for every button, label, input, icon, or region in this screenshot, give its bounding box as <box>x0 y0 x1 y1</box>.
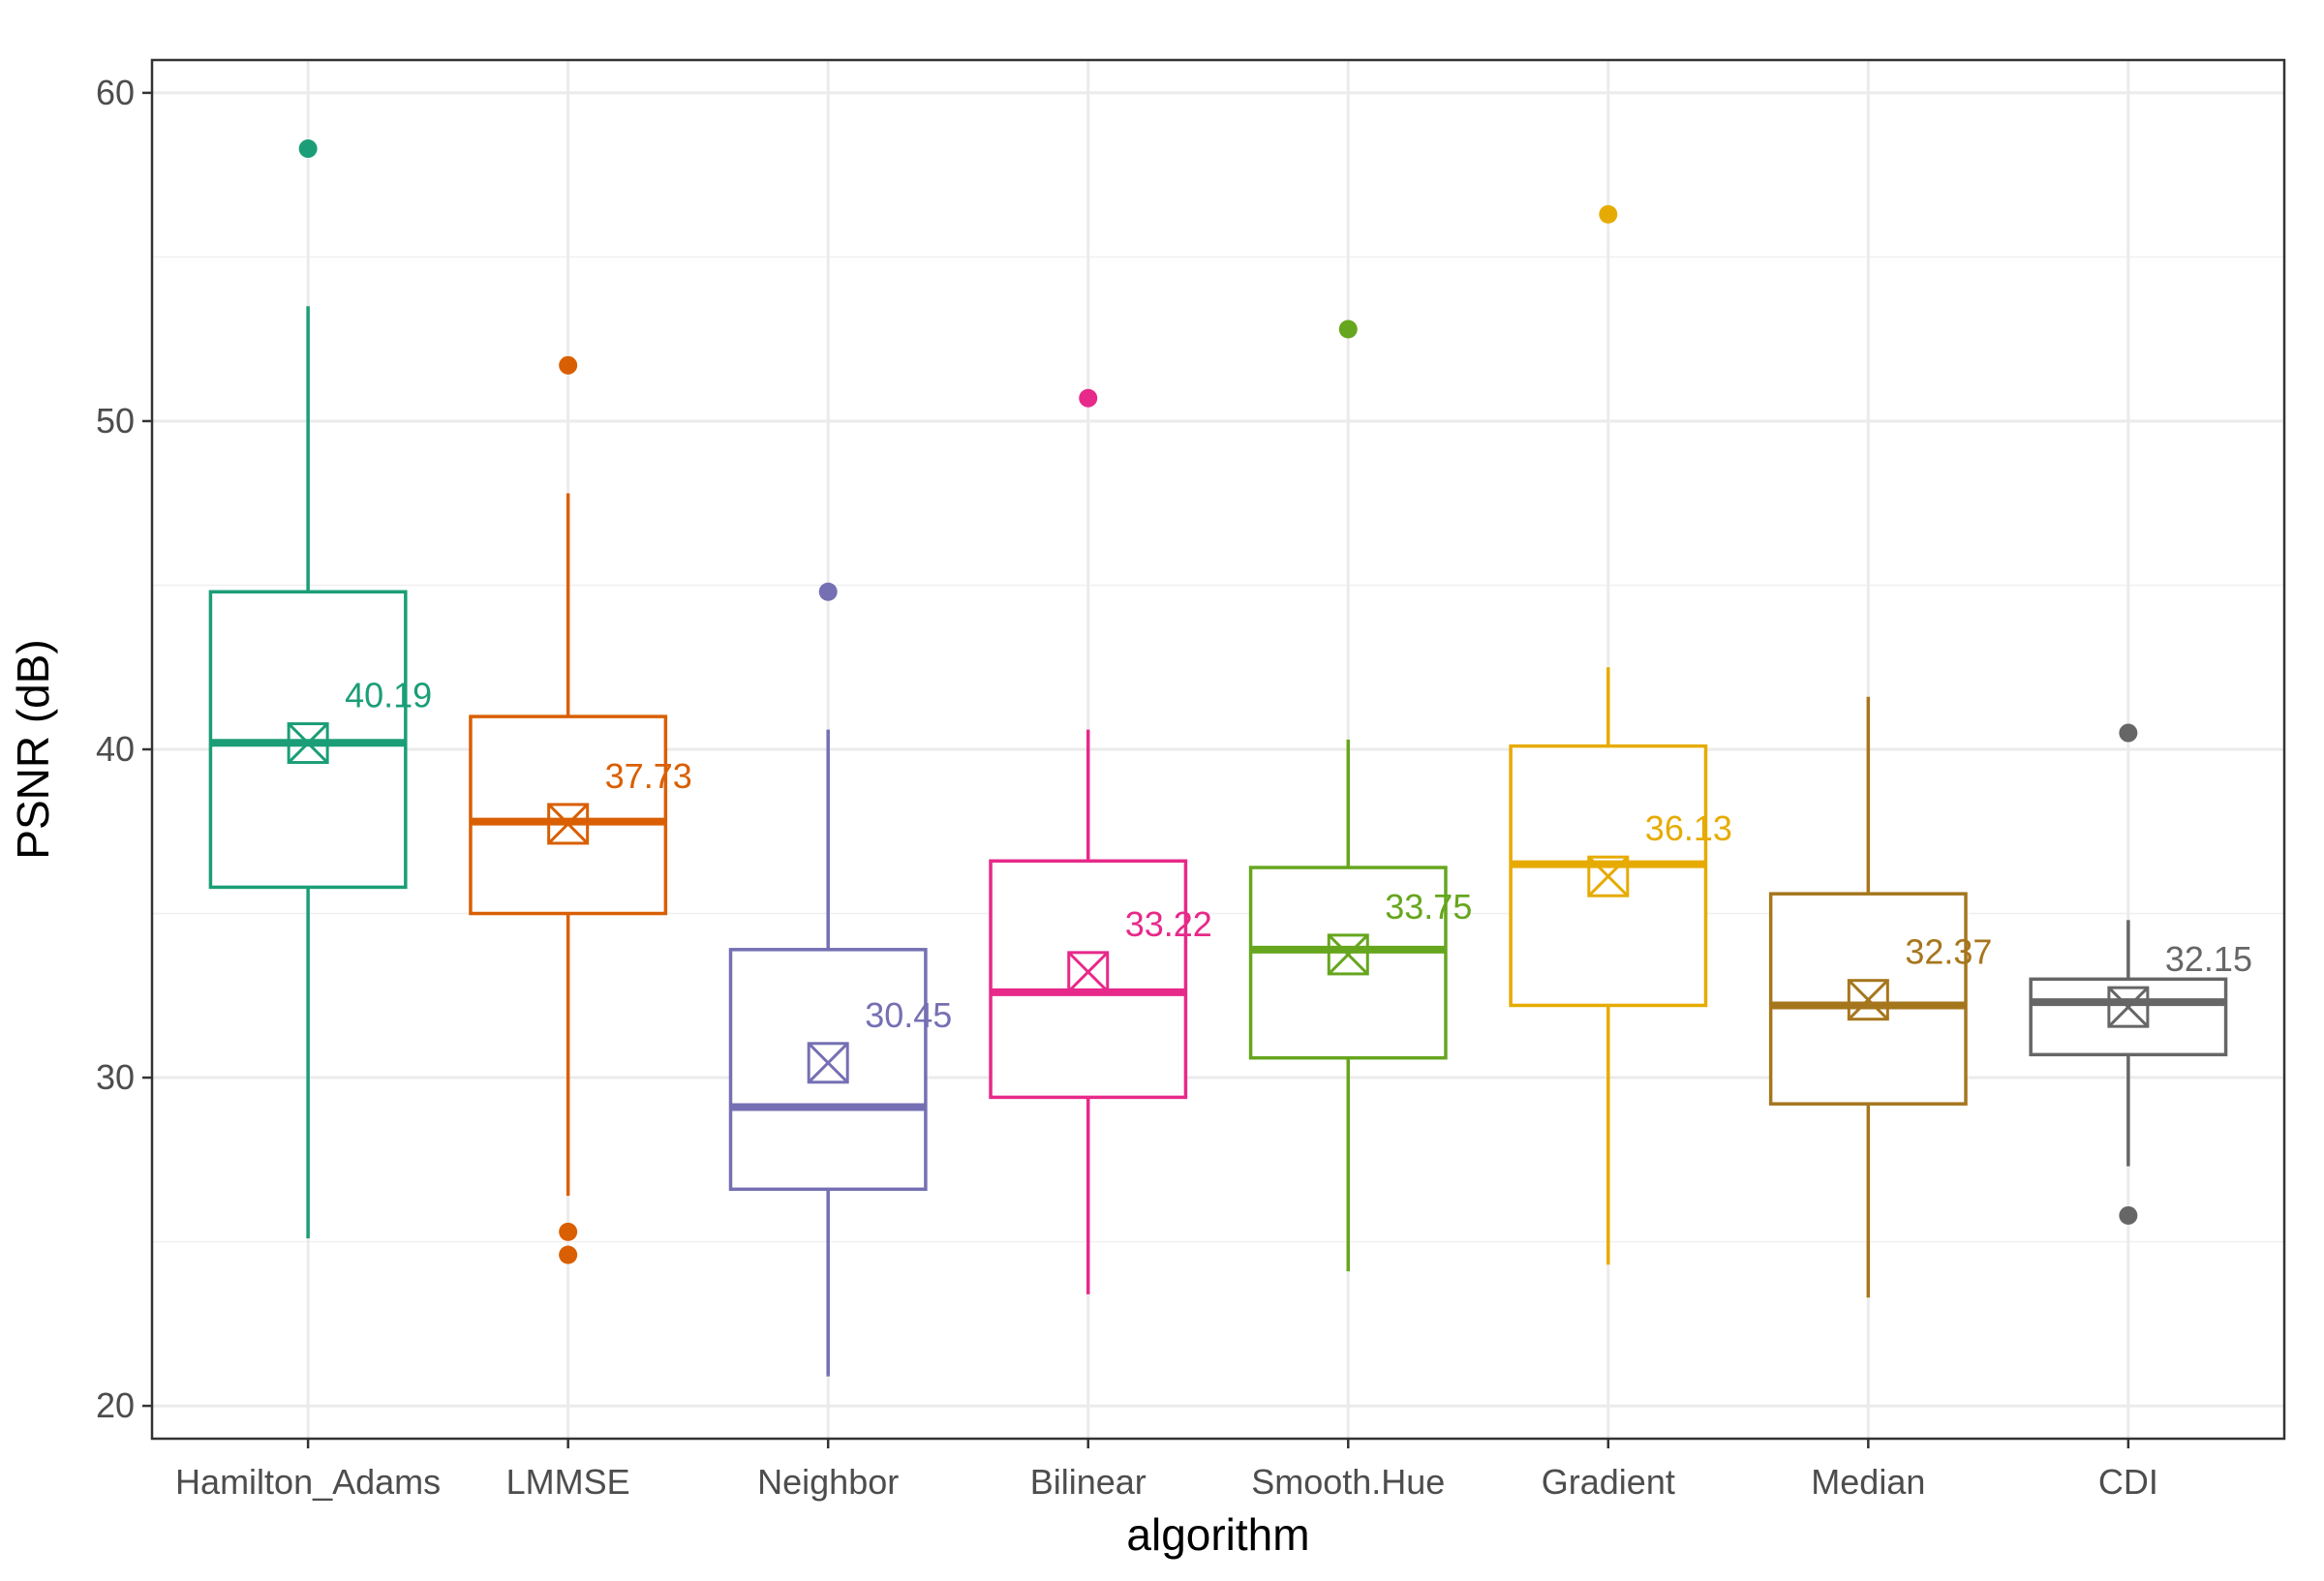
x-tick-label: Neighbor <box>757 1462 899 1502</box>
outlier-point <box>559 1222 578 1241</box>
mean-marker <box>1847 979 1889 1021</box>
mean-marker-cross <box>808 1042 849 1083</box>
mean-marker-cross <box>288 722 329 764</box>
x-tick-label: Hamilton_Adams <box>175 1462 441 1502</box>
outlier-point <box>1079 388 1098 408</box>
y-tick-label: 60 <box>96 73 135 112</box>
mean-label: 33.22 <box>1125 904 1212 944</box>
x-axis-title: algorithm <box>1126 1509 1309 1560</box>
box-neighbor: 30.45 <box>728 582 952 1377</box>
mean-label: 36.13 <box>1645 808 1732 848</box>
mean-marker <box>1327 933 1369 976</box>
mean-label: 32.15 <box>2165 939 2252 979</box>
box-body <box>1248 866 1448 1060</box>
y-tick-label: 30 <box>96 1057 135 1097</box>
box-median: 32.37 <box>1768 696 1992 1298</box>
mean-marker <box>1067 951 1110 993</box>
y-tick-label: 20 <box>96 1385 135 1425</box>
outlier-point <box>298 139 318 159</box>
mean-label: 30.45 <box>865 995 952 1035</box>
mean-label: 33.75 <box>1385 887 1472 927</box>
outlier-point <box>559 1245 578 1264</box>
box-cdi: 32.15 <box>2029 723 2252 1225</box>
box-lmmse: 37.73 <box>469 355 692 1264</box>
box-gradient: 36.13 <box>1509 204 1732 1265</box>
box-body <box>728 948 928 1192</box>
box-body <box>989 859 1188 1100</box>
mean-label: 32.37 <box>1905 932 1992 972</box>
box-smooth-hue: 33.75 <box>1248 319 1472 1272</box>
outlier-point <box>818 582 838 601</box>
mean-marker-cross <box>1587 856 1629 897</box>
box-body <box>2029 977 2228 1057</box>
x-tick-label: Gradient <box>1542 1462 1675 1502</box>
mean-marker <box>2107 986 2150 1028</box>
outlier-point <box>2119 723 2138 743</box>
y-tick-label: 50 <box>96 401 135 441</box>
outlier-point <box>1338 319 1358 339</box>
box-hamilton-adams: 40.19 <box>208 139 432 1239</box>
x-tick-label: Median <box>1811 1462 1925 1502</box>
mean-marker-cross <box>1067 951 1109 992</box>
mean-marker-cross <box>2107 987 2149 1028</box>
mean-marker <box>287 722 329 765</box>
box-bilinear: 33.22 <box>989 388 1212 1294</box>
box-body <box>469 714 668 916</box>
mean-marker <box>807 1042 849 1084</box>
mean-marker <box>1587 855 1630 897</box>
mean-label: 40.19 <box>345 676 432 715</box>
y-axis-title: PSNR (dB) <box>8 639 58 859</box>
outlier-point <box>1599 204 1618 224</box>
outlier-point <box>2119 1205 2138 1225</box>
x-tick-label: Bilinear <box>1030 1462 1147 1502</box>
x-tick-label: Smooth.Hue <box>1251 1462 1445 1502</box>
x-tick-label: CDI <box>2098 1462 2158 1502</box>
box-layer: 40.19 37.73 30.45 33.22 33.75 36.13 32.37 32.15 <box>208 139 2252 1377</box>
mean-marker <box>547 803 590 845</box>
mean-marker-cross <box>547 803 589 845</box>
outlier-point <box>559 355 578 375</box>
mean-marker-cross <box>1848 979 1889 1020</box>
mean-label: 37.73 <box>605 756 692 796</box>
mean-marker-cross <box>1328 933 1369 975</box>
axis-layer: 20 30 40 50 60 Hamilton_Adams LMMSE Neighbor Bil… <box>96 73 2158 1502</box>
y-tick-label: 40 <box>96 729 135 769</box>
x-tick-label: LMMSE <box>506 1462 630 1502</box>
